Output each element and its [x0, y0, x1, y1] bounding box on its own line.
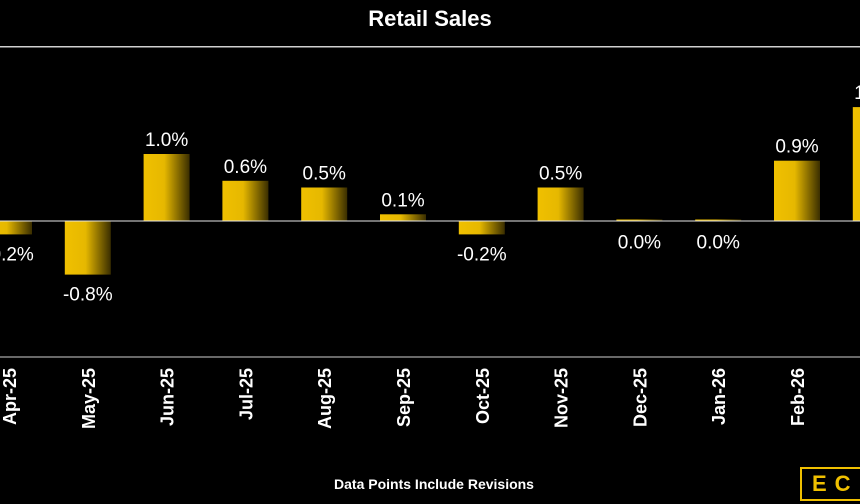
tick-label-feb-26: Feb-26: [788, 368, 808, 426]
bar-label-oct-25: -0.2%: [457, 244, 507, 265]
tick-label-apr-25: Apr-25: [0, 368, 20, 425]
bar-oct-25: [458, 221, 505, 235]
tick-label-sep-25: Sep-25: [394, 368, 414, 427]
bar-jan-26: [695, 219, 742, 221]
bar-label-nov-25: 0.5%: [539, 164, 582, 185]
bar-nov-25: [537, 187, 584, 221]
bar-label-jan-26: 0.0%: [697, 233, 740, 254]
tick-label-jun-25: Jun-25: [158, 368, 178, 426]
bar-label-apr-25: -0.2%: [0, 244, 34, 265]
bar-label-mar-26: 1.7%: [854, 83, 860, 104]
bar-label-jun-25: 1.0%: [145, 130, 188, 151]
bar-chart: -0.2% -0.8% 1.0% 0.6% 0.5% 0.1% -0.2% 0.5% 0.0% 0…: [0, 46, 860, 429]
tick-label-jan-26: Jan-26: [709, 368, 729, 425]
logo: EC: [800, 467, 860, 501]
bar-jul-25: [222, 180, 269, 221]
logo-text: EC: [812, 471, 859, 496]
bar-feb-26: [774, 160, 820, 221]
bar-may-25: [64, 221, 111, 275]
tick-label-jul-25: Jul-25: [236, 368, 256, 420]
bars-group: [0, 107, 860, 275]
bar-mar-26: [852, 107, 860, 221]
bar-label-aug-25: 0.5%: [303, 164, 346, 185]
bar-apr-25: [0, 221, 32, 235]
bar-jun-25: [143, 154, 190, 221]
tick-label-may-25: May-25: [79, 368, 99, 429]
tick-label-nov-25: Nov-25: [552, 368, 572, 428]
bar-label-sep-25: 0.1%: [381, 190, 424, 211]
chart-title: Retail Sales: [368, 6, 492, 31]
bar-label-dec-25: 0.0%: [618, 233, 661, 254]
bar-aug-25: [301, 187, 348, 221]
bar-label-jul-25: 0.6%: [224, 157, 267, 178]
bar-labels-group: -0.2% -0.8% 1.0% 0.6% 0.5% 0.1% -0.2% 0.5% 0.0% 0…: [0, 83, 860, 306]
title-band: Retail Sales: [0, 0, 860, 47]
tick-label-dec-25: Dec-25: [630, 368, 650, 427]
footnote: Data Points Include Revisions: [334, 476, 534, 492]
tick-labels-group: Apr-25 May-25 Jun-25 Jul-25 Aug-25 Sep-25 Oct-…: [0, 368, 808, 429]
tick-label-oct-25: Oct-25: [473, 368, 493, 424]
bar-sep-25: [380, 214, 426, 221]
bar-label-may-25: -0.8%: [63, 285, 113, 306]
tick-label-aug-25: Aug-25: [315, 368, 335, 429]
bar-label-feb-26: 0.9%: [775, 137, 818, 158]
bar-dec-25: [616, 219, 663, 221]
